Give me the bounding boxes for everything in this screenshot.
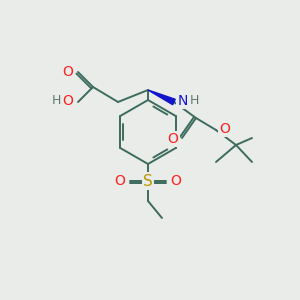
Text: N: N	[178, 94, 188, 108]
Text: H: H	[189, 94, 199, 107]
Text: O: O	[168, 132, 178, 146]
Polygon shape	[148, 90, 175, 105]
Text: O: O	[171, 174, 182, 188]
Text: O: O	[115, 174, 125, 188]
Text: O: O	[220, 122, 230, 136]
Text: O: O	[63, 94, 74, 108]
Text: S: S	[143, 173, 153, 188]
Text: O: O	[63, 65, 74, 79]
Text: H: H	[51, 94, 61, 107]
